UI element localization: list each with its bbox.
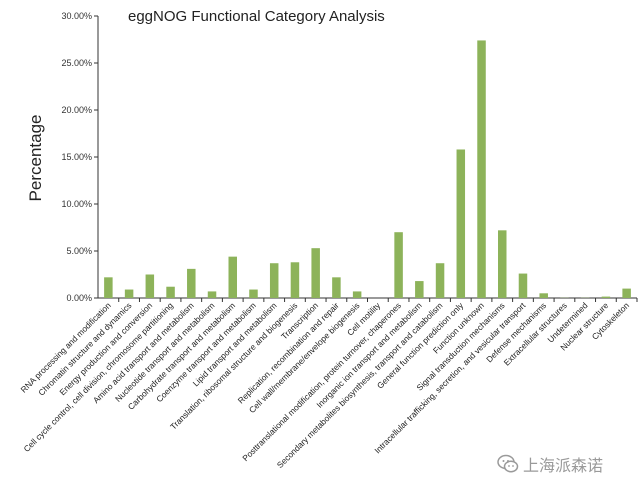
bar: [311, 248, 320, 298]
bar: [539, 293, 548, 298]
y-tick-label: 5.00%: [66, 246, 92, 256]
bar: [498, 230, 507, 298]
y-tick-labels: 0.00% 5.00% 10.00% 15.00% 20.00% 25.00% 30.00%: [61, 11, 92, 303]
bar: [249, 289, 258, 298]
y-tick-label: 0.00%: [66, 293, 92, 303]
bar: [104, 277, 113, 298]
bar: [145, 274, 155, 298]
bar: [166, 286, 175, 298]
bar: [456, 149, 466, 298]
bar: [518, 273, 528, 298]
y-tick-label: 15.00%: [61, 152, 92, 162]
bar: [601, 296, 611, 298]
wechat-icon: [497, 454, 519, 473]
bar: [124, 289, 134, 298]
axes: [94, 15, 638, 302]
bar: [622, 288, 631, 298]
bars: [104, 40, 631, 298]
y-tick-label: 30.00%: [61, 11, 92, 21]
bar: [477, 40, 486, 298]
bar: [207, 291, 217, 298]
bar: [352, 291, 362, 298]
bar: [394, 232, 403, 298]
y-tick-label: 20.00%: [61, 105, 92, 115]
bar: [435, 263, 445, 298]
bar: [269, 263, 279, 298]
x-tick-labels: RNA processing and modificationChromatin…: [18, 300, 631, 470]
watermark-text: 上海派森诺: [523, 456, 604, 475]
bar: [332, 277, 341, 298]
y-tick-label: 25.00%: [61, 58, 92, 68]
bar: [228, 256, 237, 298]
bar: [187, 268, 196, 298]
chart-title: eggNOG Functional Category Analysis: [128, 8, 385, 25]
watermark: 上海派森诺: [497, 452, 603, 476]
bar: [415, 281, 424, 298]
y-axis-label: Percentage: [26, 115, 45, 202]
bar: [290, 262, 300, 298]
y-tick-label: 10.00%: [61, 199, 92, 209]
